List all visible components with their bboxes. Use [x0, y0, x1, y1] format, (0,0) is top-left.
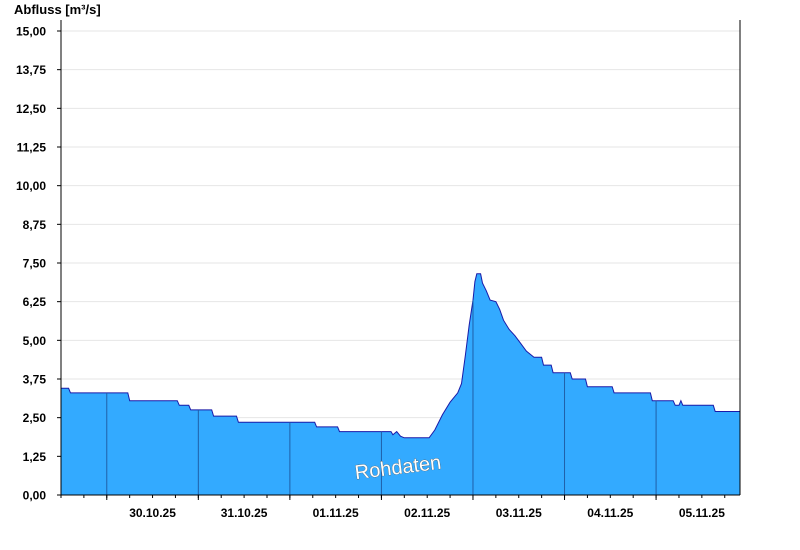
data-area [61, 273, 740, 495]
x-tick-label: 31.10.25 [221, 506, 268, 520]
y-tick-label: 10,00 [16, 179, 46, 193]
y-tick-label: 0,00 [23, 489, 47, 503]
series-line [61, 273, 740, 439]
y-tick-label: 1,25 [23, 450, 47, 464]
y-tick-label: 13,75 [16, 63, 46, 77]
y-tick-label: 3,75 [23, 373, 47, 387]
y-axis-ticks: 0,00 1,25 2,50 3,75 5,00 6,25 7,50 8,75 10,00 11,… [16, 25, 61, 503]
y-tick-label: 2,50 [23, 411, 47, 425]
day-boundary-lines [106, 300, 657, 495]
y-tick-label: 11,25 [17, 141, 47, 155]
x-tick-label: 03.11.25 [496, 506, 542, 520]
series-area [61, 273, 740, 495]
axes [60, 20, 741, 496]
y-tick-label: 12,50 [16, 102, 46, 116]
y-tick-label: 7,50 [23, 257, 47, 271]
x-tick-label: 04.11.25 [587, 506, 633, 520]
x-tick-label: 05.11.25 [679, 506, 725, 520]
y-tick-label: 5,00 [23, 334, 47, 348]
x-axis-ticks: 30.10.25 31.10.25 01.11.25 02.11.25 03.11.25… [60, 495, 726, 520]
y-tick-label: 15,00 [16, 25, 46, 39]
y-axis-label: Abfluss [m³/s] [14, 2, 101, 17]
x-tick-label: 01.11.25 [313, 506, 359, 520]
x-tick-label: 30.10.25 [129, 506, 176, 520]
y-tick-label: 6,25 [23, 295, 47, 309]
x-tick-label: 02.11.25 [404, 506, 450, 520]
y-tick-label: 8,75 [23, 218, 47, 232]
